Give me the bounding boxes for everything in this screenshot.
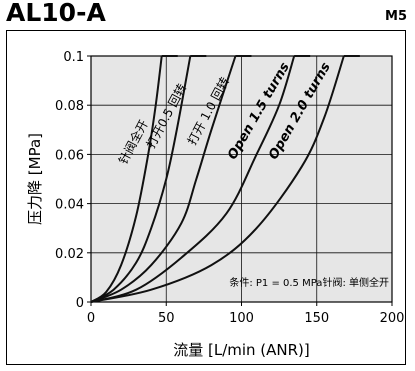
condition-note: 条件: P1 = 0.5 MPa针阀: 单侧全开 — [229, 276, 389, 289]
y-tick-label: 0 — [76, 296, 84, 311]
x-tick-label: 50 — [158, 311, 175, 326]
series-line — [90, 55, 192, 303]
x-tick-label: 100 — [229, 311, 254, 326]
y-tick-label: 0.04 — [55, 198, 84, 213]
x-tick-label: 0 — [87, 311, 95, 326]
y-tick-label: 0.08 — [55, 99, 84, 114]
y-axis-label: 压力降 [MPa] — [26, 133, 44, 225]
y-tick-label: 0.06 — [55, 148, 84, 163]
model-code: M5 — [385, 9, 407, 24]
series-line — [90, 55, 345, 303]
series-line — [90, 55, 163, 303]
x-axis-label: 流量 [L/min (ANR)] — [173, 341, 310, 359]
series-line — [90, 55, 296, 303]
series-line — [90, 55, 237, 303]
y-tick-label: 0.1 — [63, 50, 84, 65]
y-tick-label: 0.02 — [55, 247, 84, 262]
chart-frame — [6, 30, 406, 365]
x-tick-label: 150 — [304, 311, 329, 326]
chart-title: AL10-A — [6, 0, 106, 27]
x-tick-label: 200 — [380, 311, 405, 326]
